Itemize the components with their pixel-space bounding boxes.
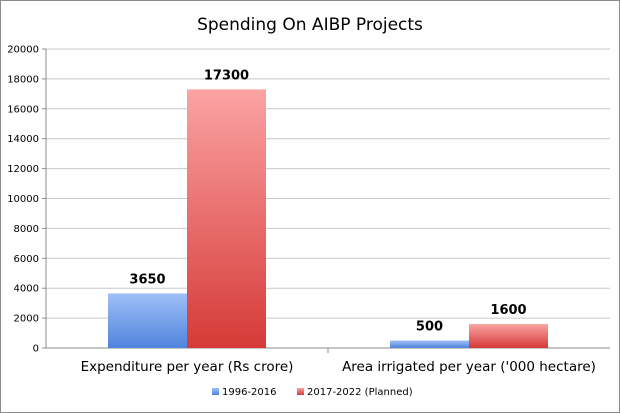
y-tick-label: 2000 <box>14 314 39 325</box>
y-tick-label: 14000 <box>7 134 39 145</box>
y-axis: 0 2000 4000 6000 8000 10000 12000 14000 16000 180… <box>7 45 47 355</box>
legend-label: 2017-2022 (Planned) <box>307 387 413 398</box>
y-tick-label: 20000 <box>7 45 39 56</box>
bar-1996-2016 <box>390 340 469 348</box>
y-tick-label: 10000 <box>7 194 39 205</box>
y-tick-label: 8000 <box>14 224 39 235</box>
data-label: 1600 <box>490 303 526 318</box>
x-category-label: Area irrigated per year ('000 hectare) <box>342 359 596 375</box>
data-label: 500 <box>416 320 443 335</box>
y-tick-label: 4000 <box>14 284 39 295</box>
y-tick-label: 16000 <box>7 104 39 115</box>
y-tick-label: 6000 <box>14 254 39 265</box>
x-category-label: Expenditure per year (Rs crore) <box>81 359 294 375</box>
legend: 1996-2016 2017-2022 (Planned) <box>212 387 413 398</box>
legend-label: 1996-2016 <box>222 387 277 398</box>
y-tick-label: 12000 <box>7 164 39 175</box>
chart-title: Spending On AIBP Projects <box>197 15 423 35</box>
data-label: 3650 <box>129 272 165 287</box>
legend-swatch <box>212 388 219 395</box>
bar-2017-2022-planned <box>469 324 548 348</box>
bar-2017-2022-planned <box>187 89 266 349</box>
y-tick-label: 18000 <box>7 74 39 85</box>
bars: 3650 17300 500 1600 <box>108 68 548 349</box>
x-axis: Expenditure per year (Rs crore) Area irri… <box>81 348 596 375</box>
y-tick-label: 0 <box>33 344 39 355</box>
bar-1996-2016 <box>108 293 187 348</box>
data-label: 17300 <box>204 68 249 83</box>
legend-swatch <box>297 388 304 395</box>
